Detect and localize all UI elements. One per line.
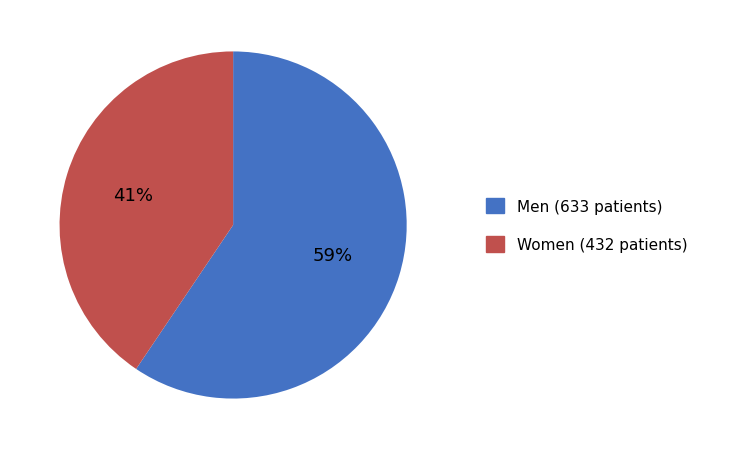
Wedge shape [136,52,407,399]
Text: 59%: 59% [313,247,353,265]
Text: 41%: 41% [114,186,153,204]
Legend: Men (633 patients), Women (432 patients): Men (633 patients), Women (432 patients) [471,183,702,268]
Wedge shape [59,52,233,369]
